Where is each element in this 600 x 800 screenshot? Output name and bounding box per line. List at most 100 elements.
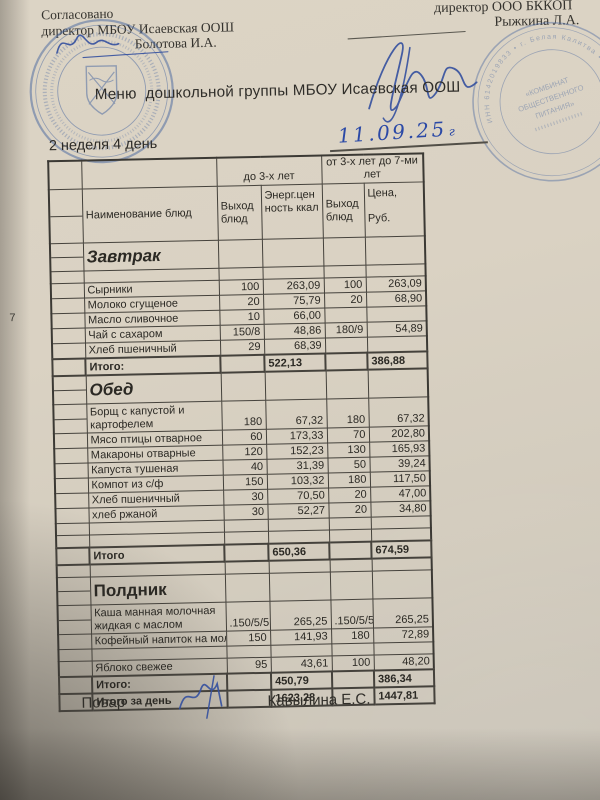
- cell-num: [224, 560, 269, 575]
- cell-num: 20: [328, 487, 371, 503]
- cell-num: 70,50: [267, 487, 329, 505]
- cell-stub: [56, 547, 90, 566]
- cell-num: [227, 689, 272, 708]
- cell-num: 180: [331, 628, 374, 644]
- cell-num: .150/5/5: [225, 601, 271, 632]
- cell-stub: [58, 676, 93, 695]
- cell-num: 20: [324, 292, 367, 309]
- cell-num: 180: [326, 398, 369, 428]
- cell-num: [264, 370, 327, 401]
- cell-stub: [51, 328, 85, 344]
- cell-num: 120: [222, 444, 267, 461]
- cell-num: [217, 239, 263, 269]
- cell-num: 522,13: [264, 353, 326, 372]
- cell-num: [328, 517, 371, 530]
- header-columns: Наименование блюд Выход блюд Энерг.ценност…: [48, 181, 425, 244]
- cell-num: 43,61: [270, 655, 332, 673]
- director-signature-left: [56, 34, 169, 59]
- cell-num: 1447,81: [374, 686, 435, 705]
- cell-stub: [56, 576, 91, 606]
- cell-stub: [53, 404, 87, 434]
- cell-num: 117,50: [369, 470, 431, 488]
- cook-signature: [178, 675, 223, 719]
- cell-num: 100: [331, 655, 374, 672]
- cell-num: 30: [223, 504, 268, 521]
- cell-num: [224, 543, 269, 562]
- cell-num: 70: [326, 427, 370, 443]
- cell-num: 386,88: [367, 351, 428, 370]
- cell-num: 20: [219, 294, 264, 311]
- cell-num: 48,86: [263, 323, 325, 340]
- cell-num: [323, 265, 366, 279]
- cell-stub: [50, 283, 85, 299]
- cell-stub: [49, 243, 84, 272]
- cell-hdr3: Выход блюд: [321, 183, 365, 239]
- cell-num: 67,32: [368, 396, 429, 428]
- company-stamp-icon: ИНН 6142019833 • г. Белая Калитва • обла…: [465, 15, 600, 182]
- cell-num: [218, 267, 263, 281]
- cell-num: 263,09: [262, 278, 325, 295]
- cell-num: [224, 573, 270, 603]
- cell-num: [226, 672, 272, 691]
- cell-stub: [51, 313, 85, 329]
- cell-num: [325, 352, 368, 371]
- cell-num: [268, 571, 331, 602]
- cell-num: [322, 237, 366, 267]
- cell-num: 103,32: [266, 472, 329, 490]
- cell-num: 67,32: [265, 399, 327, 430]
- cell-num: 100: [218, 279, 264, 296]
- cell-stub: [50, 271, 84, 284]
- cell-num: 165,93: [369, 440, 430, 458]
- cell-num: [366, 305, 427, 323]
- cell-hdr4: Цена, Руб.: [363, 181, 425, 238]
- cell-num: 450,79: [270, 671, 333, 690]
- cell-num: 29: [219, 339, 265, 356]
- cell-num: 130: [327, 442, 370, 458]
- cell-stub: [55, 493, 89, 509]
- cell-stub: [48, 160, 82, 190]
- cell-stub: [55, 523, 90, 536]
- cell-stub: [54, 478, 89, 494]
- cell-num: 180: [221, 400, 266, 431]
- cell-stub: [52, 358, 86, 377]
- cell-num: 39,24: [369, 455, 430, 473]
- cell-num: [325, 369, 369, 400]
- cell-num: [367, 368, 429, 399]
- cell-num: 40: [222, 459, 267, 476]
- cell-num: [329, 541, 372, 560]
- cell-stub: [48, 189, 83, 244]
- cell-name: Полдник: [89, 574, 226, 605]
- school-stamp-icon: [29, 19, 174, 164]
- cell-num: 180: [327, 472, 371, 488]
- director-signature-right: [347, 30, 478, 123]
- cell-hdr1: Выход блюд: [216, 185, 262, 241]
- cell-num: 265,25: [269, 599, 332, 631]
- cell-num: 30: [223, 489, 268, 506]
- cell-num: 66,00: [263, 308, 325, 325]
- cell-stub: [57, 604, 92, 635]
- cell-name: Завтрак: [82, 240, 219, 272]
- cell-num: 386,34: [373, 669, 435, 688]
- cell-name: Борщ с капустой и картофелем: [86, 401, 222, 434]
- cell-num: 265,25: [372, 597, 434, 629]
- cell-num: 68,90: [366, 290, 427, 308]
- cell-num: [261, 238, 324, 268]
- cell-num: 202,80: [368, 425, 430, 443]
- handwritten-date-suffix: г: [448, 124, 456, 139]
- cell-num: 141,93: [270, 628, 332, 646]
- menu-table-wrapper: до 3-х лет от 3-х лет до 7-ми лет Наименов…: [47, 152, 436, 713]
- cell-num: 75,79: [263, 293, 325, 310]
- cell-num: 180/9: [324, 322, 367, 339]
- cell-num: 100: [323, 277, 367, 294]
- cell-stub: [54, 448, 88, 464]
- cell-num: 152,23: [266, 442, 328, 460]
- cell-num: [226, 645, 271, 659]
- cell-num: [220, 371, 266, 402]
- cell-age: от 3-х лет до 7-ми лет: [321, 153, 424, 185]
- cell-stub: [58, 648, 92, 662]
- cell-num: 54,89: [366, 320, 427, 338]
- cell-num: 50: [327, 457, 370, 473]
- cell-num: 52,27: [267, 502, 329, 520]
- cell-num: [331, 670, 375, 689]
